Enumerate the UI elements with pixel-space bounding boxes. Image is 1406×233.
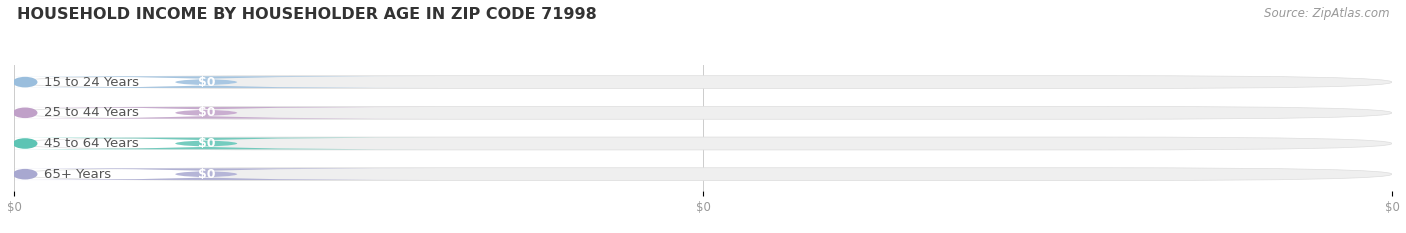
Text: $0: $0 (197, 76, 215, 89)
FancyBboxPatch shape (14, 76, 1392, 89)
Text: HOUSEHOLD INCOME BY HOUSEHOLDER AGE IN ZIP CODE 71998: HOUSEHOLD INCOME BY HOUSEHOLDER AGE IN Z… (17, 7, 596, 22)
Text: 45 to 64 Years: 45 to 64 Years (45, 137, 139, 150)
FancyBboxPatch shape (14, 106, 1392, 119)
Ellipse shape (13, 138, 38, 149)
FancyBboxPatch shape (0, 76, 437, 88)
Text: 15 to 24 Years: 15 to 24 Years (45, 76, 139, 89)
FancyBboxPatch shape (14, 168, 1392, 181)
FancyBboxPatch shape (0, 168, 437, 180)
FancyBboxPatch shape (0, 76, 278, 88)
Text: $0: $0 (197, 106, 215, 119)
Ellipse shape (13, 77, 38, 87)
FancyBboxPatch shape (0, 107, 278, 119)
FancyBboxPatch shape (14, 137, 1392, 150)
Text: 65+ Years: 65+ Years (45, 168, 111, 181)
FancyBboxPatch shape (0, 138, 278, 149)
FancyBboxPatch shape (0, 138, 437, 149)
Text: Source: ZipAtlas.com: Source: ZipAtlas.com (1264, 7, 1389, 20)
FancyBboxPatch shape (0, 168, 278, 180)
Text: $0: $0 (197, 168, 215, 181)
Text: $0: $0 (197, 137, 215, 150)
Ellipse shape (13, 107, 38, 118)
Ellipse shape (13, 169, 38, 179)
Text: 25 to 44 Years: 25 to 44 Years (45, 106, 139, 119)
FancyBboxPatch shape (0, 107, 437, 119)
